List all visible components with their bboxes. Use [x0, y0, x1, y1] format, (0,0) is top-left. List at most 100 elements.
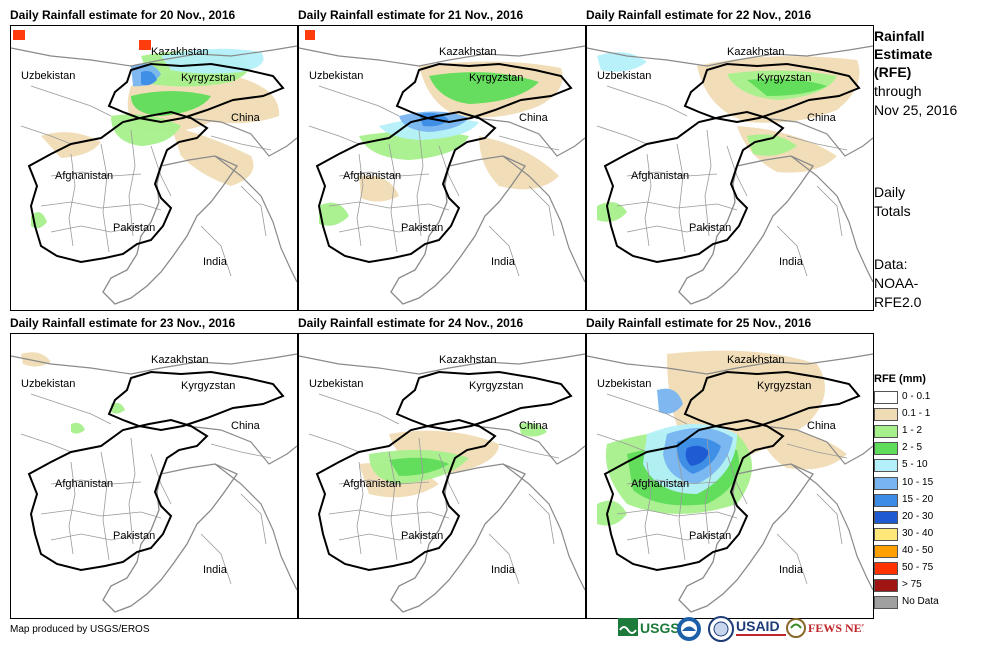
country-label-kazakhstan: Kazakhstan	[727, 354, 785, 366]
legend-label: 0.1 - 1	[902, 408, 931, 420]
sidebar-through: through	[874, 83, 922, 99]
country-label-kyrgyzstan: Kyrgyzstan	[469, 72, 524, 84]
country-label-afghanistan: Afghanistan	[343, 170, 402, 182]
usgs-logo: USGS	[618, 616, 682, 640]
country-label-china: China	[231, 420, 260, 432]
rainfall-area	[597, 500, 627, 526]
country-label-china: China	[807, 112, 836, 124]
country-label-china: China	[807, 420, 836, 432]
country-label-afghanistan: Afghanistan	[343, 478, 402, 490]
country-label-india: India	[203, 256, 227, 268]
rainfall-area	[141, 71, 157, 86]
country-label-uzbekistan: Uzbekistan	[309, 378, 364, 390]
rainfall-area	[359, 175, 399, 202]
sidebar-data-source2: RFE2.0	[874, 294, 922, 310]
country-label-pakistan: Pakistan	[689, 530, 732, 542]
country-label-kyrgyzstan: Kyrgyzstan	[757, 380, 812, 392]
sidebar-totals: Totals	[874, 203, 911, 219]
legend-swatch	[874, 391, 898, 404]
usaid-logo-text: USAID	[736, 618, 780, 634]
rainfall-map: Kazakhstan Uzbekistan Kyrgyzstan China Afgha…	[586, 25, 874, 311]
rainfall-area	[111, 402, 125, 414]
rainfall-area	[305, 30, 315, 40]
rainfall-area	[131, 91, 211, 116]
panel-title: Daily Rainfall estimate for 25 Nov., 201…	[586, 316, 812, 330]
legend-label: 50 - 75	[902, 562, 934, 573]
legend-label: 2 - 5	[902, 442, 923, 454]
legend-swatch	[874, 527, 898, 541]
credit-text: Map produced by USGS/EROS	[10, 624, 150, 635]
country-label-kyrgyzstan: Kyrgyzstan	[469, 380, 524, 392]
country-label-afghanistan: Afghanistan	[55, 478, 114, 490]
country-label-kyrgyzstan: Kyrgyzstan	[181, 72, 236, 84]
country-label-china: China	[519, 420, 548, 432]
legend-swatch	[874, 408, 898, 422]
legend-swatch	[874, 442, 898, 456]
legend-label: 15 - 20	[902, 493, 934, 505]
country-label-uzbekistan: Uzbekistan	[21, 378, 76, 390]
panel-title: Daily Rainfall estimate for 23 Nov., 201…	[10, 316, 236, 330]
rainfall-area	[747, 78, 827, 96]
country-label-kazakhstan: Kazakhstan	[439, 354, 497, 366]
rainfall-area	[747, 134, 797, 156]
legend-swatch	[874, 459, 898, 473]
country-label-kazakhstan: Kazakhstan	[151, 46, 209, 58]
legend-swatch	[874, 510, 898, 524]
country-label-kyrgyzstan: Kyrgyzstan	[757, 72, 812, 84]
country-label-uzbekistan: Uzbekistan	[597, 70, 652, 82]
rainfall-area	[657, 388, 683, 414]
sidebar-title-line1: Rainfall	[874, 28, 925, 44]
legend-label: No Data	[902, 596, 939, 608]
map-graphic	[299, 30, 585, 305]
rainfall-map: Kazakhstan Uzbekistan Kyrgyzstan China Afgha…	[10, 25, 298, 311]
rainfall-map: Kazakhstan Uzbekistan Kyrgyzstan China Afgha…	[298, 25, 586, 311]
country-label-india: India	[779, 256, 803, 268]
panel-title: Daily Rainfall estimate for 20 Nov., 201…	[10, 8, 236, 22]
rainfall-area	[597, 202, 627, 222]
legend-swatch	[874, 476, 898, 490]
legend-label: 1 - 2	[902, 425, 923, 437]
country-label-pakistan: Pakistan	[401, 222, 444, 234]
country-label-afghanistan: Afghanistan	[55, 170, 114, 182]
country-label-pakistan: Pakistan	[689, 222, 732, 234]
rainfall-area	[319, 202, 349, 226]
legend-swatch	[874, 596, 898, 610]
legend-swatch	[874, 579, 898, 593]
rainfall-area	[139, 40, 151, 50]
panel-title: Daily Rainfall estimate for 21 Nov., 201…	[298, 8, 524, 22]
country-label-kazakhstan: Kazakhstan	[151, 354, 209, 366]
panel-title: Daily Rainfall estimate for 24 Nov., 201…	[298, 316, 524, 330]
sidebar-daily: Daily	[874, 184, 906, 200]
map-graphic	[299, 353, 585, 613]
country-label-afghanistan: Afghanistan	[631, 478, 690, 490]
country-label-kyrgyzstan: Kyrgyzstan	[181, 380, 236, 392]
country-label-china: China	[231, 112, 260, 124]
sidebar-title-line3: (RFE)	[874, 64, 912, 80]
rainfall-area	[757, 424, 847, 470]
rainfall-area	[519, 423, 547, 437]
country-label-afghanistan: Afghanistan	[631, 170, 690, 182]
sidebar-title-line2: Estimate	[874, 46, 933, 62]
country-label-china: China	[519, 112, 548, 124]
rainfall-map: Kazakhstan Uzbekistan Kyrgyzstan China Afgha…	[10, 333, 298, 619]
legend-swatch	[874, 544, 898, 558]
fewsnet-logo: FEWS NET	[786, 616, 870, 640]
country-label-india: India	[491, 564, 515, 576]
rainfall-area	[71, 422, 85, 434]
legend-swatch	[874, 562, 898, 575]
fewsnet-logo-text: FEWS NET	[808, 621, 864, 635]
legend-label: 0 - 0.1	[902, 391, 931, 402]
rainfall-area	[685, 445, 709, 466]
country-label-india: India	[779, 564, 803, 576]
map-graphic	[587, 45, 873, 305]
rainfall-map: Kazakhstan Uzbekistan Kyrgyzstan China Afgha…	[298, 333, 586, 619]
legend-label: 30 - 40	[902, 527, 934, 539]
noaa-logo-icon	[676, 616, 702, 641]
legend-label: 40 - 50	[902, 544, 934, 556]
country-label-pakistan: Pakistan	[113, 222, 156, 234]
map-graphic	[11, 30, 297, 305]
rainfall-map: Kazakhstan Uzbekistan Kyrgyzstan China Afgha…	[586, 333, 874, 619]
legend-swatch	[874, 425, 898, 439]
country-label-uzbekistan: Uzbekistan	[597, 378, 652, 390]
legend-label: > 75	[902, 579, 922, 591]
